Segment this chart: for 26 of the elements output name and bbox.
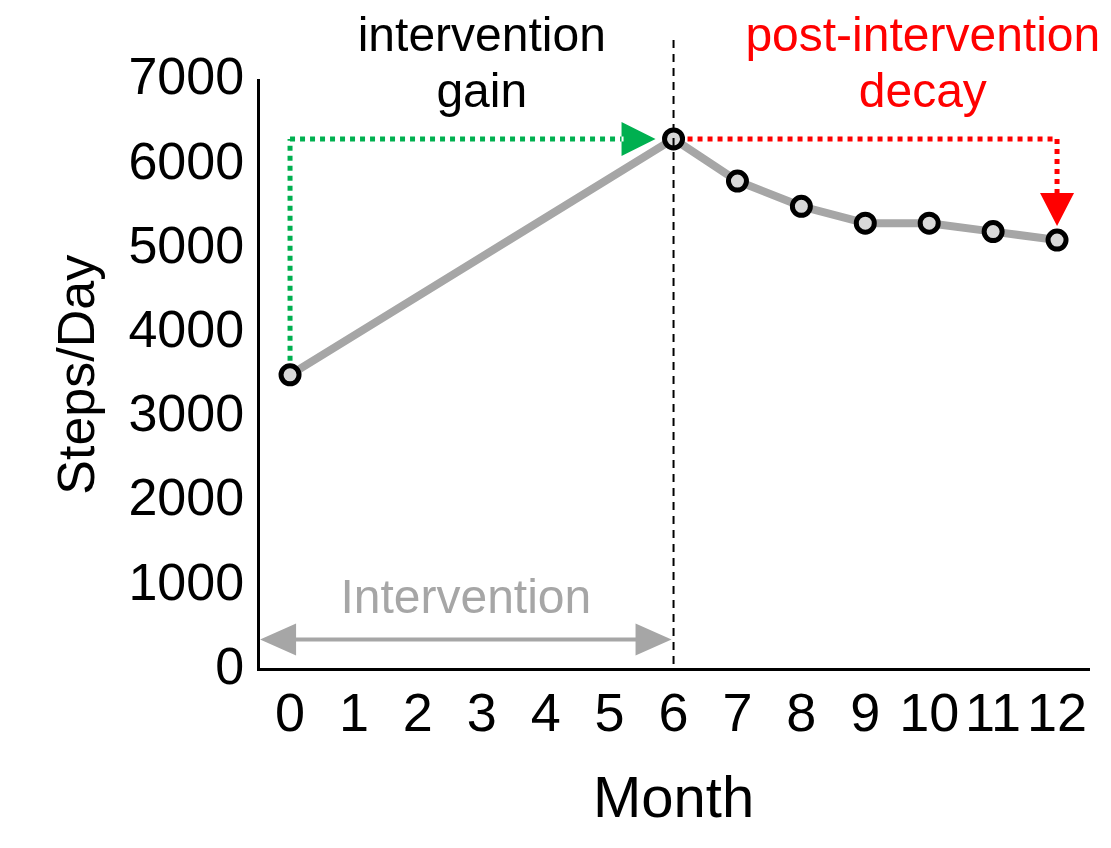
x-tick-label: 3 <box>466 681 497 742</box>
annotation: intervention gain <box>357 8 606 118</box>
x-tick-label: 4 <box>530 681 561 742</box>
x-axis-title: Month <box>592 764 755 830</box>
y-axis-title: Steps/Day <box>46 254 105 495</box>
x-tick-label: 8 <box>786 681 817 742</box>
x-tick-label: 6 <box>658 681 689 742</box>
annotation: Intervention <box>340 569 592 623</box>
y-tick-label: 7000 <box>128 47 245 106</box>
x-tick-label: 2 <box>402 681 433 742</box>
x-tick-label: 7 <box>722 681 753 742</box>
x-tick-label: 10 <box>899 681 960 742</box>
y-tick-label: 2000 <box>128 468 245 527</box>
y-tick-label: 5000 <box>128 215 245 274</box>
y-tick-label: 3000 <box>128 384 245 443</box>
x-tick-label: 1 <box>338 681 369 742</box>
annotation: post-intervention decay <box>745 8 1101 118</box>
x-tick-label: 0 <box>275 681 306 742</box>
y-tick-label: 4000 <box>128 300 245 359</box>
x-tick-label: 5 <box>594 681 625 742</box>
y-tick-label: 6000 <box>128 131 245 190</box>
y-tick-label: 1000 <box>128 552 245 611</box>
x-tick-label: 12 <box>1027 681 1088 742</box>
x-tick-label: 11 <box>965 681 1022 742</box>
x-tick-label: 9 <box>850 681 881 742</box>
y-tick-label: 0 <box>215 636 245 695</box>
